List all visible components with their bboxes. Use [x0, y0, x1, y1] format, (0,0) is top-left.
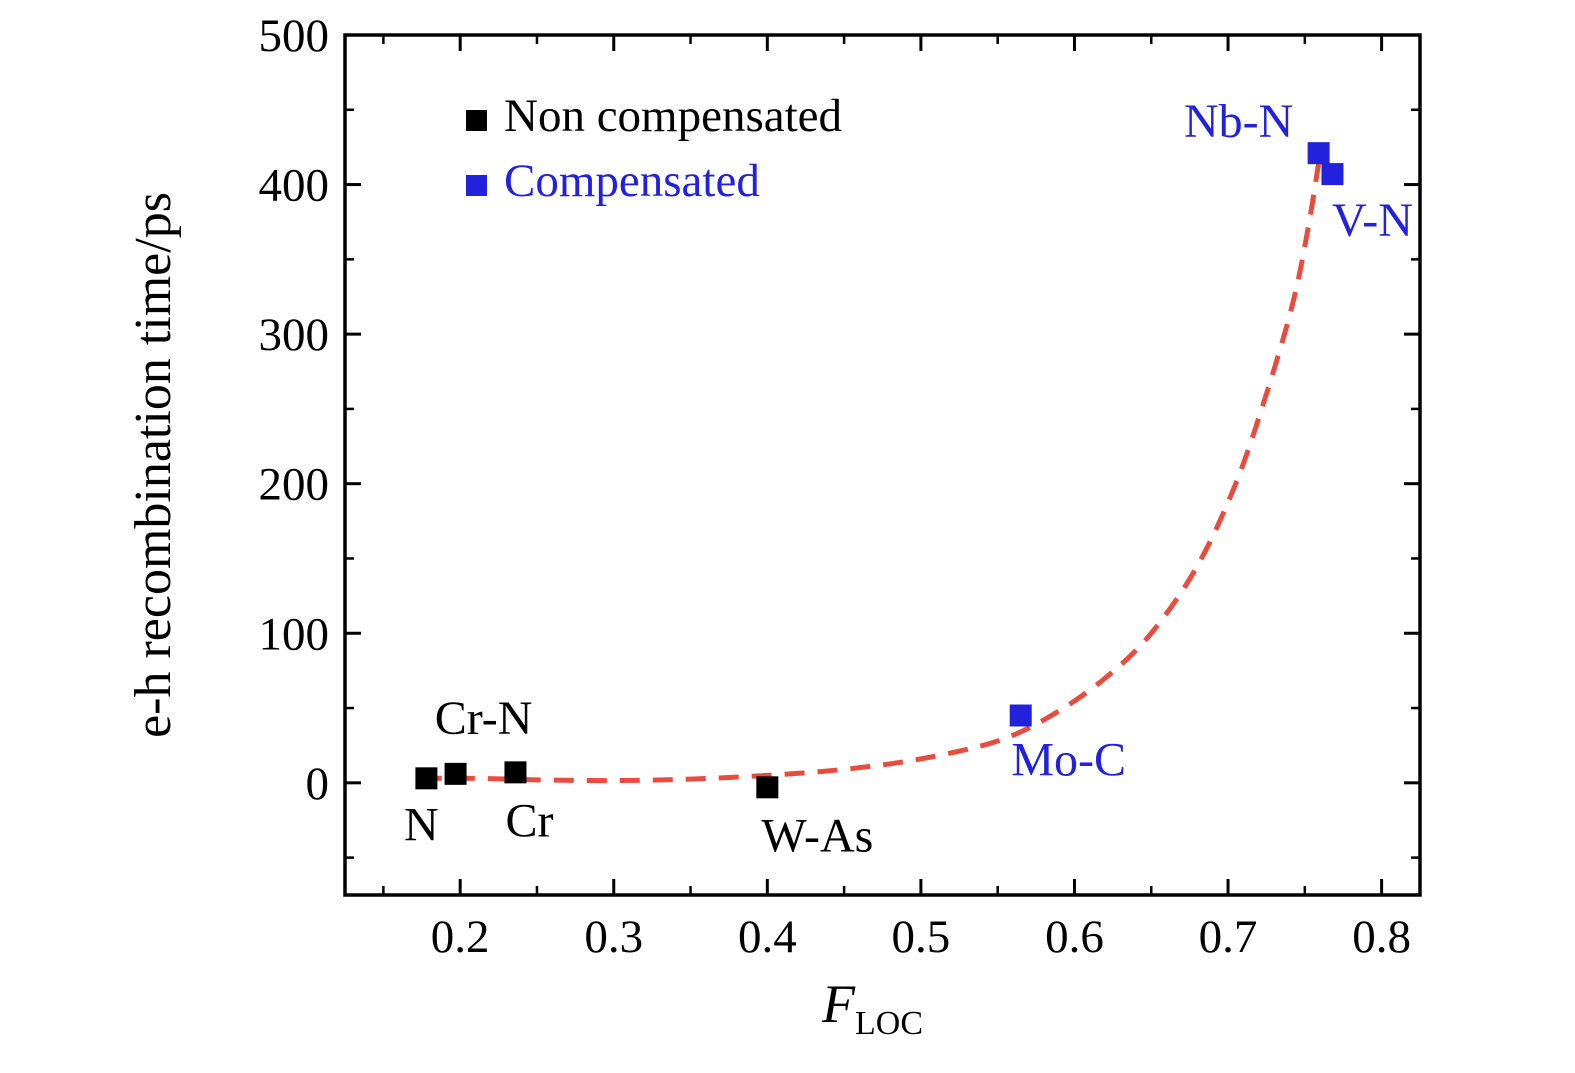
data-point-cr: [504, 761, 527, 784]
point-label-v-n: V-N: [1332, 194, 1413, 247]
y-tick-label: 0: [306, 758, 330, 810]
plot-frame: [343, 33, 1422, 897]
legend-marker-compensated: [466, 175, 487, 196]
legend-marker-non-compensated: [466, 110, 487, 131]
x-tick-label: 0.4: [738, 911, 797, 963]
y-tick-label: 500: [259, 10, 330, 62]
y-tick-label: 100: [259, 608, 330, 660]
y-tick-label: 300: [259, 309, 330, 361]
y-tick-label: 400: [259, 160, 330, 212]
x-tick-label: 0.5: [892, 911, 951, 963]
point-label-cr-n: Cr-N: [435, 692, 533, 745]
fit-curve: [421, 152, 1323, 784]
point-label-nb-n: Nb-N: [1184, 95, 1293, 148]
data-point-n: [415, 767, 438, 790]
point-label-w-as: W-As: [761, 809, 873, 862]
point-label-n: N: [404, 798, 439, 851]
data-point-mo-c: [1009, 704, 1032, 727]
x-tick-label: 0.3: [584, 911, 643, 963]
legend-label-compensated: Compensated: [504, 155, 760, 207]
data-point-v-n: [1321, 163, 1344, 186]
legend-label-non-compensated: Non compensated: [504, 90, 842, 142]
x-tick-label: 0.8: [1352, 911, 1411, 963]
y-tick-label: 200: [259, 459, 330, 511]
y-axis-label: e-h recombination time/ps: [125, 192, 182, 738]
x-tick-label: 0.2: [431, 911, 490, 963]
data-point-cr-n: [444, 762, 467, 785]
x-tick-label: 0.6: [1045, 911, 1104, 963]
x-axis-label: FLOC: [821, 974, 923, 1042]
point-label-mo-c: Mo-C: [1011, 734, 1126, 787]
point-label-cr: Cr: [505, 794, 553, 847]
data-point-nb-n: [1307, 142, 1330, 165]
x-tick-label: 0.7: [1199, 911, 1258, 963]
data-point-w-as: [756, 776, 779, 799]
